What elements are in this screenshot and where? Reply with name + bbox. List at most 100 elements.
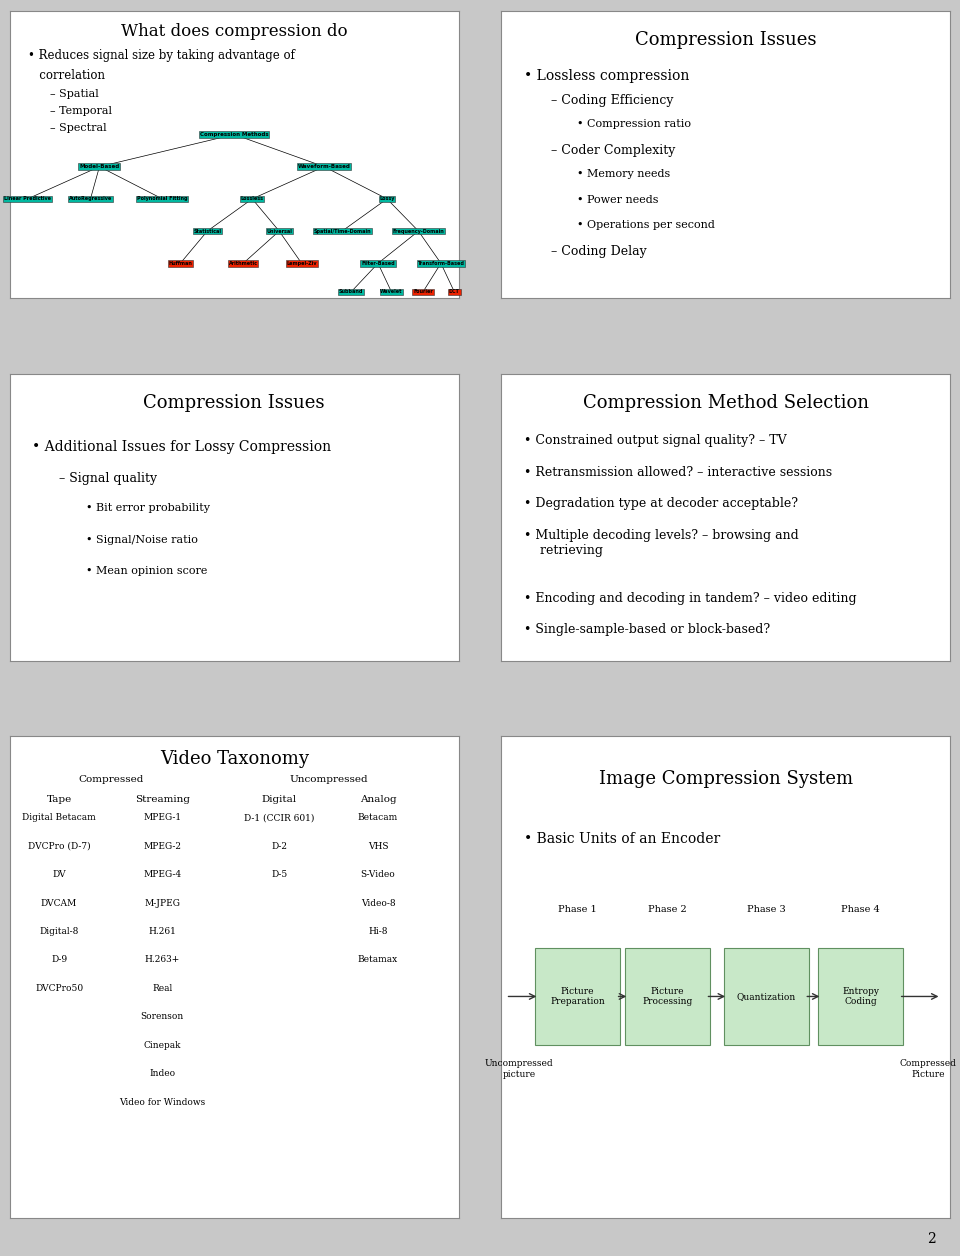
Text: Sorenson: Sorenson [141, 1012, 184, 1021]
Text: Compressed
Picture: Compressed Picture [900, 1059, 956, 1079]
Text: DVCPro50: DVCPro50 [35, 983, 84, 993]
Text: DVCAM: DVCAM [41, 898, 77, 908]
Text: Lempel-Ziv: Lempel-Ziv [286, 261, 317, 266]
Text: Video for Windows: Video for Windows [119, 1098, 205, 1107]
Text: Compression Issues: Compression Issues [635, 31, 817, 49]
FancyBboxPatch shape [818, 948, 903, 1045]
Text: • Lossless compression: • Lossless compression [523, 69, 689, 83]
Text: Spatial/Time-Domain: Spatial/Time-Domain [313, 229, 371, 234]
Text: Statistical: Statistical [193, 229, 222, 234]
Text: Tape: Tape [46, 795, 72, 804]
Text: • Compression ratio: • Compression ratio [578, 119, 691, 129]
Text: Cinepak: Cinepak [144, 1041, 181, 1050]
Text: – Signal quality: – Signal quality [59, 472, 157, 485]
Text: Arithmetic: Arithmetic [228, 261, 257, 266]
Text: Phase 1: Phase 1 [558, 904, 597, 914]
Text: • Single-sample-based or block-based?: • Single-sample-based or block-based? [523, 623, 770, 637]
Text: What does compression do: What does compression do [121, 23, 348, 40]
Text: • Additional Issues for Lossy Compression: • Additional Issues for Lossy Compressio… [32, 440, 331, 455]
Text: Uncompressed
picture: Uncompressed picture [485, 1059, 553, 1079]
Text: Phase 4: Phase 4 [841, 904, 880, 914]
Text: Compression Methods: Compression Methods [200, 132, 269, 137]
Text: Polynomial Fitting: Polynomial Fitting [137, 196, 187, 201]
Text: Frequency-Domain: Frequency-Domain [393, 229, 444, 234]
Text: Compression Issues: Compression Issues [143, 394, 325, 412]
Text: Model-Based: Model-Based [80, 165, 120, 170]
Text: • Signal/Noise ratio: • Signal/Noise ratio [86, 535, 198, 545]
Text: Digital Betacam: Digital Betacam [22, 813, 96, 823]
Text: Indeo: Indeo [150, 1069, 176, 1079]
Text: D-5: D-5 [271, 870, 287, 879]
Text: AutoRegressive: AutoRegressive [69, 196, 112, 201]
Text: Video Taxonomy: Video Taxonomy [159, 751, 309, 769]
Text: • Memory needs: • Memory needs [578, 170, 671, 180]
Text: – Coding Efficiency: – Coding Efficiency [550, 94, 673, 107]
Text: Compressed: Compressed [78, 775, 143, 784]
Text: Transform-Based: Transform-Based [418, 261, 465, 266]
Text: Compression Method Selection: Compression Method Selection [583, 394, 869, 412]
Text: Phase 3: Phase 3 [747, 904, 785, 914]
Text: Linear Predictive: Linear Predictive [4, 196, 51, 201]
Text: Subband: Subband [339, 289, 363, 294]
Text: correlation: correlation [28, 69, 105, 82]
Text: Fourier: Fourier [413, 289, 433, 294]
FancyBboxPatch shape [625, 948, 710, 1045]
Text: Video-8: Video-8 [361, 898, 396, 908]
Text: VHS: VHS [368, 842, 388, 850]
Text: Digital-8: Digital-8 [39, 927, 79, 936]
Text: Entropy
Coding: Entropy Coding [842, 987, 879, 1006]
Text: Lossless: Lossless [241, 196, 264, 201]
Text: Universal: Universal [266, 229, 292, 234]
Text: D-1 (CCIR 601): D-1 (CCIR 601) [244, 813, 314, 823]
Text: Digital: Digital [262, 795, 297, 804]
Text: Streaming: Streaming [134, 795, 190, 804]
Text: • Multiple decoding levels? – browsing and
    retrieving: • Multiple decoding levels? – browsing a… [523, 529, 799, 556]
Text: DVCPro (D-7): DVCPro (D-7) [28, 842, 90, 850]
Text: • Operations per second: • Operations per second [578, 220, 715, 230]
Text: • Reduces signal size by taking advantage of: • Reduces signal size by taking advantag… [28, 49, 295, 62]
Text: Betacam: Betacam [358, 813, 398, 823]
Text: H.263+: H.263+ [145, 956, 180, 965]
Text: MPEG-1: MPEG-1 [143, 813, 181, 823]
Text: – Temporal: – Temporal [50, 106, 112, 116]
Text: • Power needs: • Power needs [578, 195, 659, 205]
Text: • Bit error probability: • Bit error probability [86, 504, 210, 514]
Text: – Spatial: – Spatial [50, 89, 99, 99]
Text: • Encoding and decoding in tandem? – video editing: • Encoding and decoding in tandem? – vid… [523, 592, 856, 605]
Text: Picture
Processing: Picture Processing [642, 987, 692, 1006]
Text: • Mean opinion score: • Mean opinion score [86, 566, 207, 577]
Text: • Constrained output signal quality? – TV: • Constrained output signal quality? – T… [523, 435, 786, 447]
Text: Wavelet: Wavelet [380, 289, 403, 294]
Text: D-2: D-2 [271, 842, 287, 850]
Text: – Coding Delay: – Coding Delay [550, 245, 646, 257]
Text: DV: DV [52, 870, 66, 879]
Text: 2: 2 [927, 1232, 936, 1246]
Text: Phase 2: Phase 2 [648, 904, 686, 914]
Text: • Retransmission allowed? – interactive sessions: • Retransmission allowed? – interactive … [523, 466, 831, 479]
Text: • Degradation type at decoder acceptable?: • Degradation type at decoder acceptable… [523, 497, 798, 510]
Text: – Spectral: – Spectral [50, 123, 107, 133]
Text: MPEG-2: MPEG-2 [143, 842, 181, 850]
FancyBboxPatch shape [724, 948, 809, 1045]
Text: Picture
Preparation: Picture Preparation [550, 987, 605, 1006]
Text: MPEG-4: MPEG-4 [143, 870, 181, 879]
FancyBboxPatch shape [535, 948, 620, 1045]
Text: D-9: D-9 [51, 956, 67, 965]
Text: Uncompressed: Uncompressed [289, 775, 368, 784]
Text: DCT: DCT [449, 289, 460, 294]
Text: Lossy: Lossy [379, 196, 395, 201]
Text: Real: Real [153, 983, 173, 993]
Text: Quantization: Quantization [736, 992, 796, 1001]
Text: Huffman: Huffman [168, 261, 192, 266]
Text: Analog: Analog [360, 795, 396, 804]
Text: Hi-8: Hi-8 [369, 927, 388, 936]
Text: M-JPEG: M-JPEG [144, 898, 180, 908]
Text: Betamax: Betamax [358, 956, 398, 965]
Text: Image Compression System: Image Compression System [599, 770, 852, 788]
Text: Filter-Based: Filter-Based [361, 261, 395, 266]
Text: H.261: H.261 [149, 927, 177, 936]
Text: Waveform-Based: Waveform-Based [298, 165, 350, 170]
Text: – Coder Complexity: – Coder Complexity [550, 144, 675, 157]
Text: S-Video: S-Video [361, 870, 396, 879]
Text: • Basic Units of an Encoder: • Basic Units of an Encoder [523, 833, 720, 847]
